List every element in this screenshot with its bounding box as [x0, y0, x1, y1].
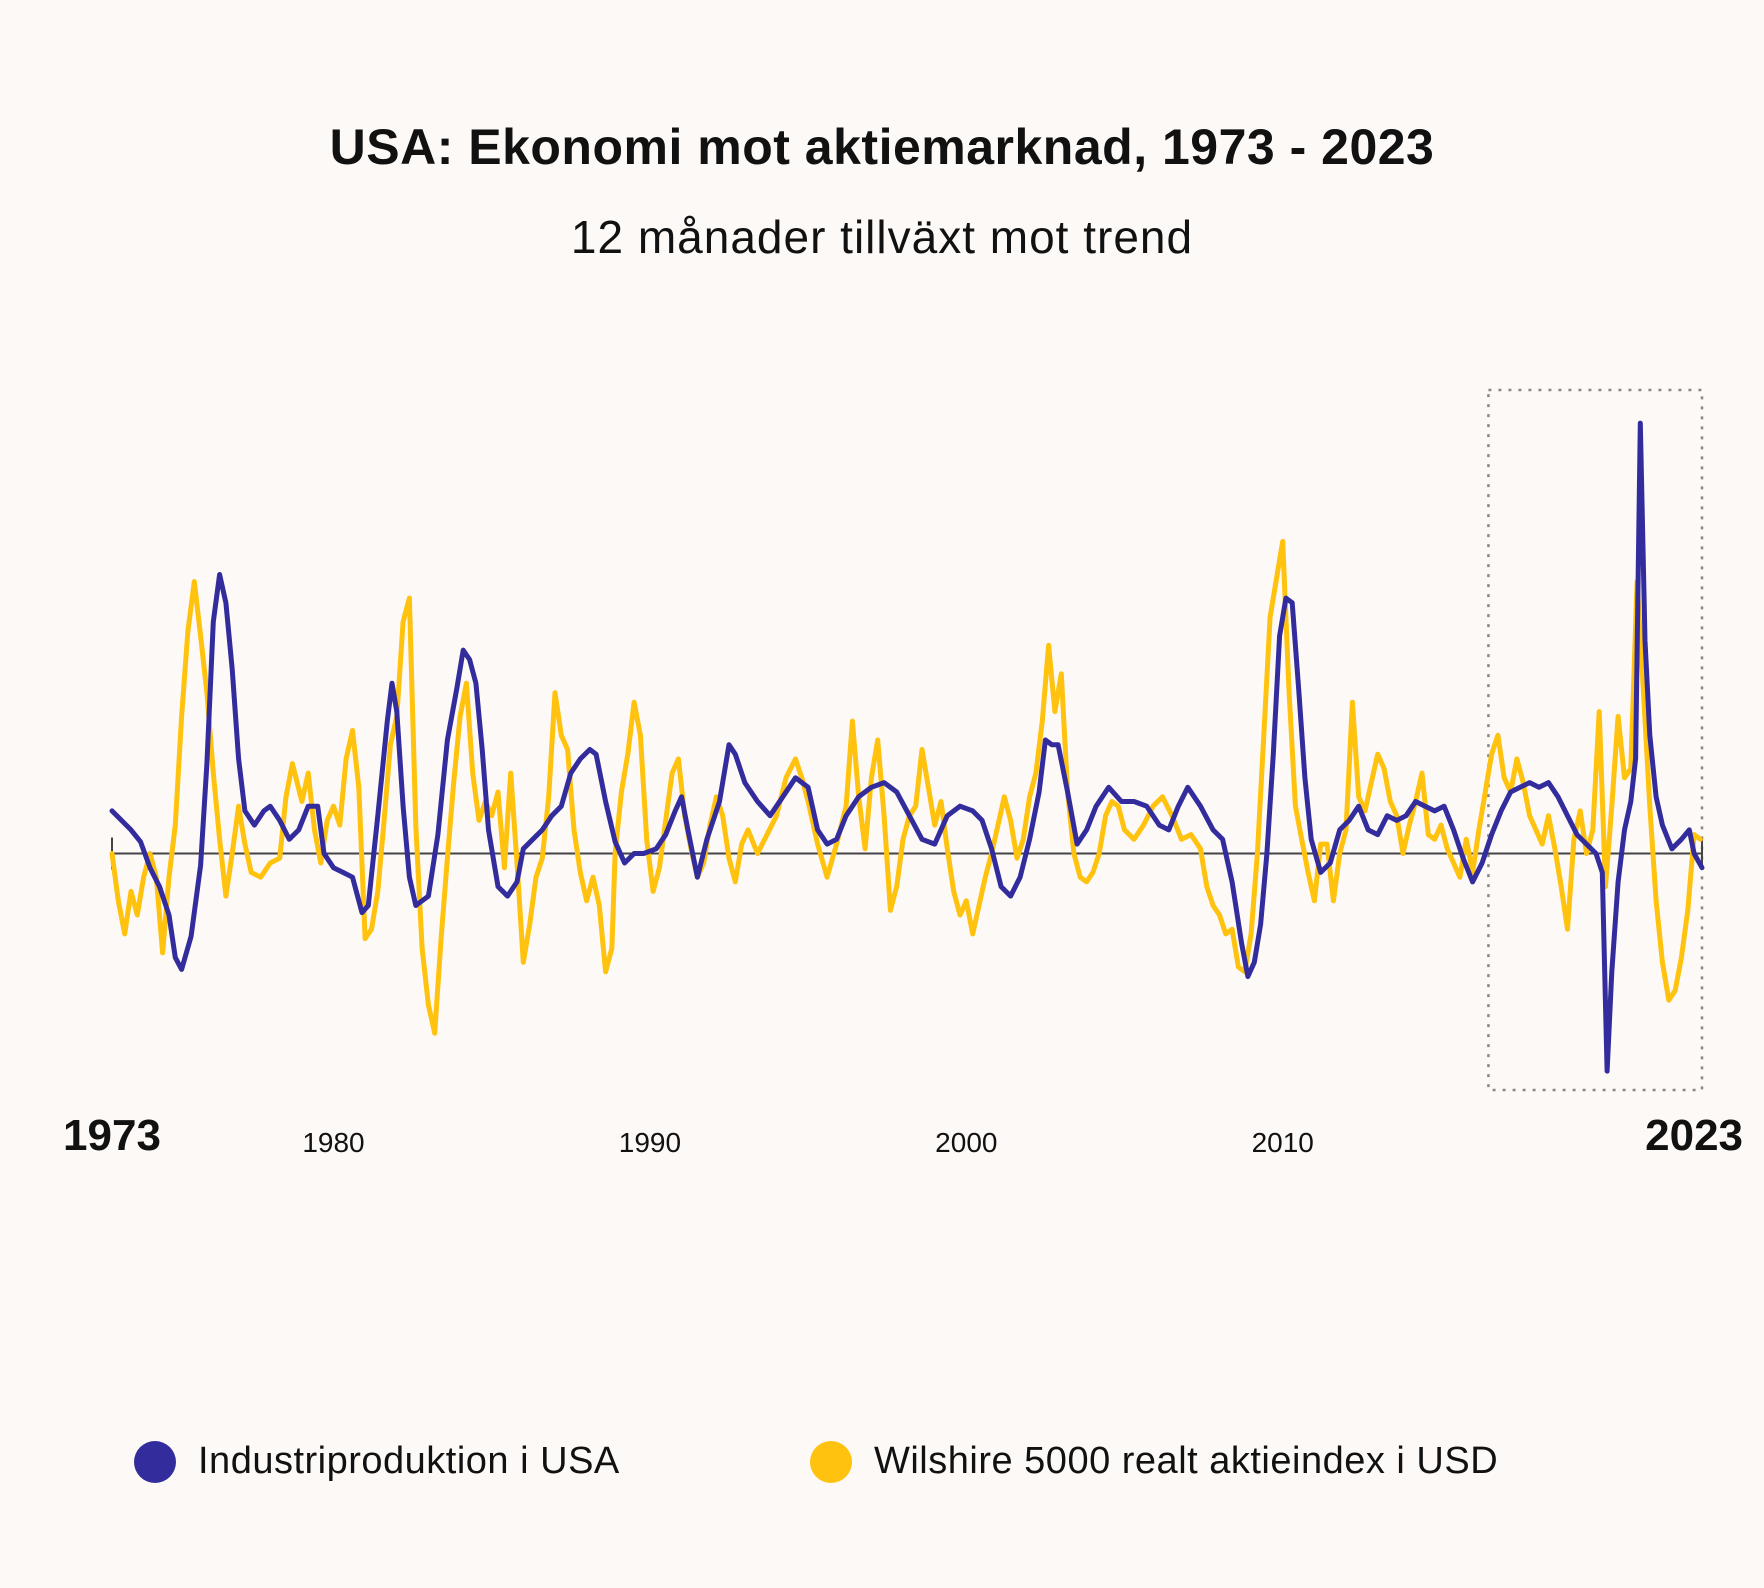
- legend-swatch-industriproduktion: [134, 1440, 176, 1483]
- legend-item-industriproduktion: Industriproduktion i USA: [134, 1440, 620, 1483]
- x-tick-label-2010: 2010: [1252, 1127, 1314, 1158]
- series-layer: [109, 420, 1705, 1074]
- legend-item-wilshire: Wilshire 5000 realt aktieindex i USD: [810, 1440, 1498, 1483]
- legend-swatch-wilshire: [810, 1440, 852, 1483]
- legend-label-industriproduktion: Industriproduktion i USA: [198, 1440, 620, 1482]
- series-line-wilshire: [109, 538, 1703, 1036]
- highlight-box: [1487, 388, 1704, 1092]
- x-tick-labels: 1973 1980 1990 2000 2010 2023: [63, 1111, 1743, 1160]
- legend-label-wilshire: Wilshire 5000 realt aktieindex i USD: [874, 1440, 1499, 1482]
- chart-title: USA: Ekonomi mot aktiemarknad, 1973 - 20…: [329, 119, 1435, 175]
- x-tick-label-2023: 2023: [1645, 1111, 1743, 1160]
- chart-subtitle: 12 månader tillväxt mot trend: [570, 211, 1194, 263]
- x-tick-label-2000: 2000: [935, 1127, 997, 1158]
- highlight-box-layer: [1487, 388, 1704, 1092]
- x-tick-label-1980: 1980: [302, 1127, 364, 1158]
- x-tick-label-1973: 1973: [63, 1111, 161, 1160]
- series-line-industriproduktion: [109, 420, 1705, 1074]
- x-tick-label-1990: 1990: [619, 1127, 681, 1158]
